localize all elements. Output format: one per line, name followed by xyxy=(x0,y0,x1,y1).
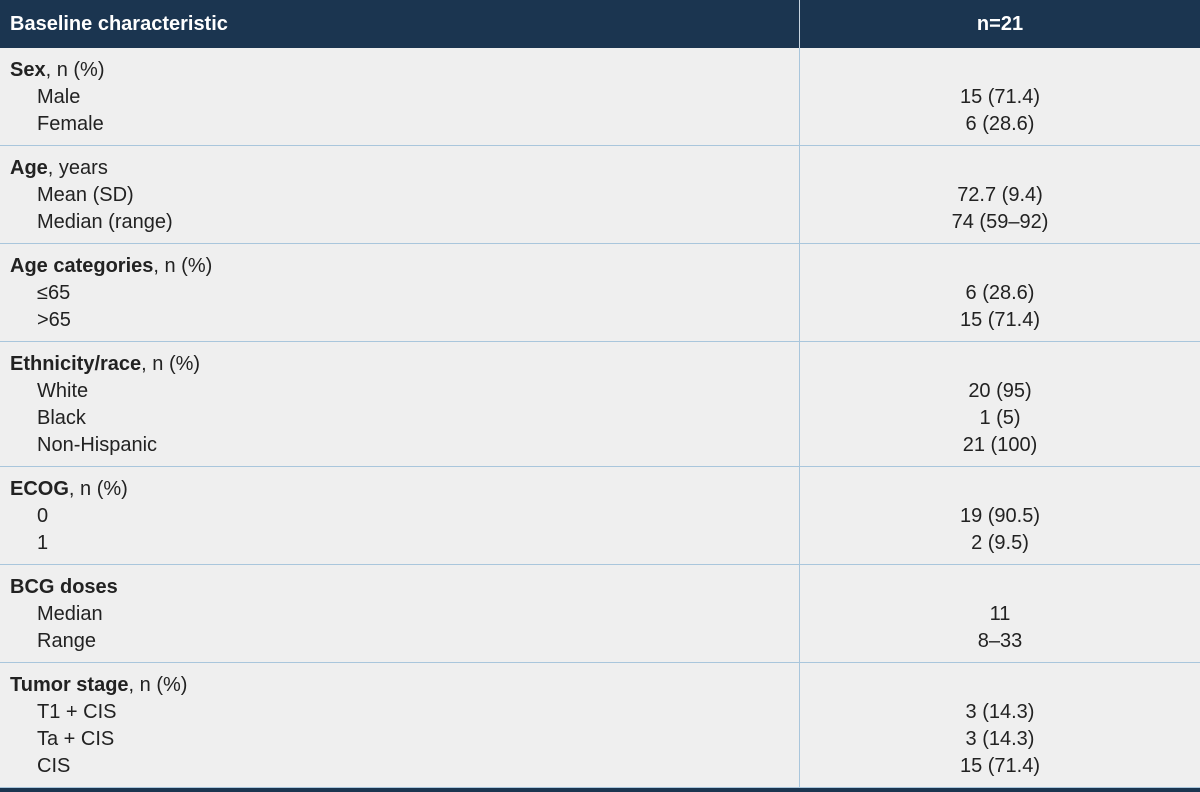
group-name: Tumor stage xyxy=(10,674,129,696)
group-title: Sex, n (%) xyxy=(0,57,799,84)
row-label: 1 xyxy=(37,532,49,554)
group: Sex, n (%) Male Female 15 (71.4) 6 (28.6) xyxy=(0,48,1200,146)
row-label: Ta + CIS xyxy=(37,728,115,750)
group-title: Ethnicity/race, n (%) xyxy=(0,351,799,378)
row-label: Male xyxy=(37,86,81,108)
group-unit: , n (%) xyxy=(141,353,201,375)
group-unit: , n (%) xyxy=(45,59,105,81)
group-title: Tumor stage, n (%) xyxy=(0,672,799,699)
label-cell: Tumor stage, n (%) T1 + CIS Ta + CIS CIS xyxy=(0,663,800,787)
group-unit: , n (%) xyxy=(68,478,128,500)
row-label: T1 + CIS xyxy=(37,701,117,723)
group: ECOG, n (%) 0 1 19 (90.5) 2 (9.5) xyxy=(0,467,1200,565)
value-cell: 11 8–33 xyxy=(800,565,1200,662)
row-value: 15 (71.4) xyxy=(959,86,1041,108)
header-cell: n=21 xyxy=(976,13,1024,35)
spacer xyxy=(800,253,1200,280)
row-label: 0 xyxy=(37,505,49,527)
label-cell: Age, years Mean (SD) Median (range) xyxy=(0,146,800,243)
group-name: BCG doses xyxy=(10,576,118,598)
group-title: BCG doses xyxy=(0,574,799,601)
value-cell: 3 (14.3) 3 (14.3) 15 (71.4) xyxy=(800,663,1200,787)
value-cell: 6 (28.6) 15 (71.4) xyxy=(800,244,1200,341)
group-name: Age categories xyxy=(10,255,154,277)
row-label: Range xyxy=(37,630,96,652)
group-title: Age categories, n (%) xyxy=(0,253,799,280)
row-label: Non-Hispanic xyxy=(37,434,158,456)
row-value: 19 (90.5) xyxy=(959,505,1041,527)
row-value: 21 (100) xyxy=(962,434,1038,456)
label-cell: Sex, n (%) Male Female xyxy=(0,48,800,145)
group-title: ECOG, n (%) xyxy=(0,476,799,503)
spacer xyxy=(800,57,1200,84)
row-label: CIS xyxy=(37,755,71,777)
row-value: 3 (14.3) xyxy=(965,728,1035,750)
row-value: 20 (95) xyxy=(968,380,1032,402)
value-cell: 15 (71.4) 6 (28.6) xyxy=(800,48,1200,145)
spacer xyxy=(800,672,1200,699)
group: BCG doses Median Range 11 8–33 xyxy=(0,565,1200,663)
value-cell: 72.7 (9.4) 74 (59–92) xyxy=(800,146,1200,243)
row-label: Median (range) xyxy=(37,211,173,233)
value-cell: 20 (95) 1 (5) 21 (100) xyxy=(800,342,1200,466)
row-label: Black xyxy=(37,407,86,429)
row-label: White xyxy=(37,380,89,402)
group: Age, years Mean (SD) Median (range) 72.7 (9… xyxy=(0,146,1200,244)
row-label: Median xyxy=(37,603,103,625)
group-unit: , n (%) xyxy=(153,255,213,277)
row-value: 6 (28.6) xyxy=(965,282,1035,304)
group-name: Age xyxy=(10,157,48,179)
group-name: Ethnicity/race xyxy=(10,353,142,375)
group: Age categories, n (%) ≤65 >65 6 (28.6) 15 (7… xyxy=(0,244,1200,342)
row-label: Female xyxy=(37,113,104,135)
label-cell: Ethnicity/race, n (%) White Black Non-Hispa… xyxy=(0,342,800,466)
row-value: 8–33 xyxy=(977,630,1023,652)
spacer xyxy=(800,476,1200,503)
label-cell: ECOG, n (%) 0 1 xyxy=(0,467,800,564)
row-value: 11 xyxy=(989,603,1011,625)
row-label: >65 xyxy=(37,309,71,331)
spacer xyxy=(800,155,1200,182)
group-unit: , n (%) xyxy=(128,674,188,696)
label-cell: BCG doses Median Range xyxy=(0,565,800,662)
spacer xyxy=(800,351,1200,378)
group-title: Age, years xyxy=(0,155,799,182)
group-unit: , years xyxy=(47,157,108,179)
row-value: 3 (14.3) xyxy=(965,701,1035,723)
label-cell: Age categories, n (%) ≤65 >65 xyxy=(0,244,800,341)
group: Tumor stage, n (%) T1 + CIS Ta + CIS CIS 3 (… xyxy=(0,663,1200,788)
row-label: ≤65 xyxy=(37,282,71,304)
header-cell: Baseline characteristic xyxy=(0,0,800,48)
header-row: Baseline characteristic n=21 xyxy=(0,0,1200,48)
value-cell: 19 (90.5) 2 (9.5) xyxy=(800,467,1200,564)
row-value: 6 (28.6) xyxy=(965,113,1035,135)
group: Ethnicity/race, n (%) White Black Non-Hispa… xyxy=(0,342,1200,467)
row-value: 74 (59–92) xyxy=(951,211,1049,233)
row-value: 1 (5) xyxy=(979,407,1021,429)
row-label: Mean (SD) xyxy=(37,184,134,206)
group-name: Sex xyxy=(10,59,46,81)
row-value: 15 (71.4) xyxy=(959,309,1041,331)
row-value: 72.7 (9.4) xyxy=(957,184,1043,206)
spacer xyxy=(800,574,1200,601)
group-name: ECOG xyxy=(10,478,69,500)
row-value: 15 (71.4) xyxy=(959,755,1041,777)
row-value: 2 (9.5) xyxy=(971,532,1029,554)
